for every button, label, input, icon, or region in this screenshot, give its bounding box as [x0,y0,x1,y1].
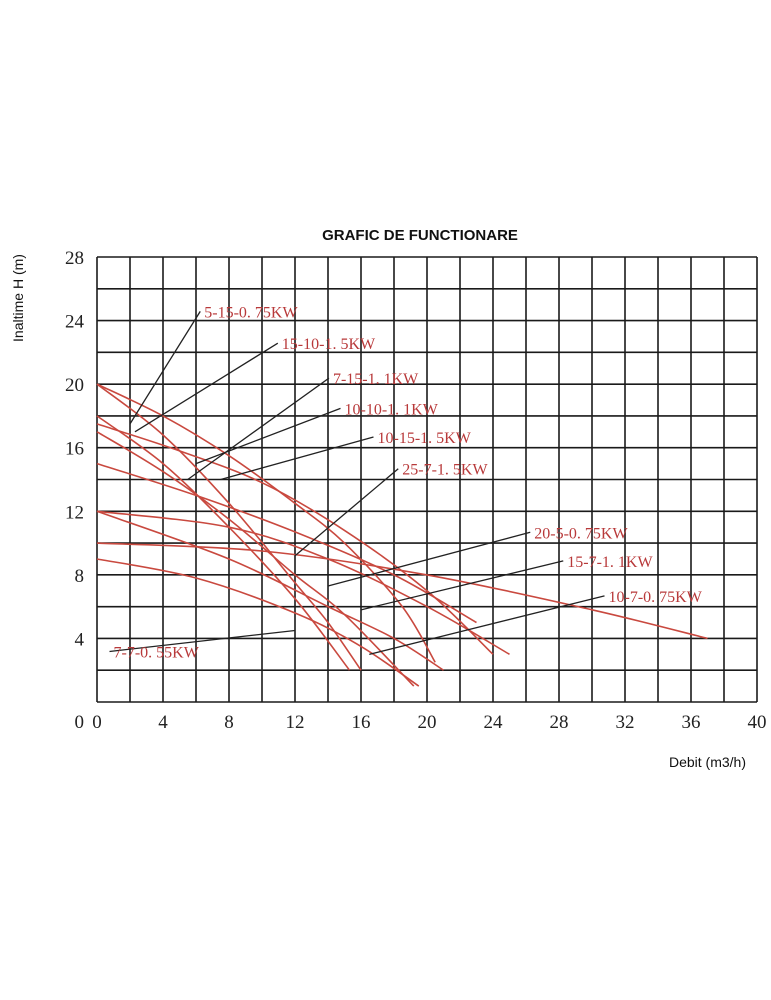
curve-9 [96,558,420,687]
leader-line [187,377,330,481]
x-tick-label: 8 [224,712,234,733]
curve-1 [96,383,436,663]
y-tick-label: 0 [75,712,85,733]
leader-line [195,407,341,465]
curve-label: 7-7-0. 55KW [114,645,200,662]
grid [96,256,758,703]
leader-line [109,629,296,653]
curve-2 [96,431,415,687]
leader-line [294,468,399,557]
x-tick-label: 32 [616,712,635,733]
x-tick-label: 28 [550,712,569,733]
curve-label: 10-7-0. 75KW [609,589,703,606]
leader-line [134,342,279,433]
y-axis-label: Inaltime H (m) [10,254,26,342]
y-tick-label: 16 [65,439,84,460]
tick-labels: 0 4 8 12 16 20 24 28 32 36 40 0 4 8 12 16 20 24 28 [65,248,767,733]
y-tick-label: 20 [65,375,84,396]
y-tick-label: 4 [75,629,85,650]
leader-line [327,531,531,587]
y-tick-label: 24 [65,312,85,333]
leader-line [220,436,374,481]
curve-label: 5-15-0. 75KW [204,304,298,321]
leader-line [369,595,605,655]
curve-label: 10-15-1. 5KW [378,430,472,447]
x-tick-label: 40 [748,712,767,733]
leader-line [129,311,201,425]
curve-6 [96,510,444,671]
y-tick-label: 8 [75,566,85,587]
curve-5 [96,462,477,624]
curve-4 [96,383,362,671]
leader-line [360,560,564,611]
x-tick-label: 12 [286,712,305,733]
x-axis-label: Debit (m3/h) [669,754,746,770]
label-leader-lines [109,311,605,655]
y-tick-label: 28 [65,248,84,269]
curve-label: 10-10-1. 1KW [345,401,439,418]
curve-label: 15-10-1. 5KW [282,336,376,353]
curve-label: 15-7-1. 1KW [567,554,653,571]
x-tick-label: 0 [92,712,102,733]
x-tick-label: 36 [682,712,701,733]
curve-label: 7-15-1. 1KW [333,371,419,388]
chart-title: GRAFIC DE FUNCTIONARE [322,227,518,244]
x-tick-label: 4 [158,712,168,733]
x-tick-label: 24 [484,712,504,733]
curve-label: 25-7-1. 5KW [402,462,488,479]
performance-curves [96,383,708,687]
x-tick-label: 20 [418,712,437,733]
x-tick-label: 16 [352,712,371,733]
curve-label: 20-5-0. 75KW [534,525,628,542]
curve-labels: 5-15-0. 75KW 15-10-1. 5KW 7-15-1. 1KW 10-10… [114,304,703,661]
curve-8 [96,542,708,640]
y-tick-label: 12 [65,502,84,523]
